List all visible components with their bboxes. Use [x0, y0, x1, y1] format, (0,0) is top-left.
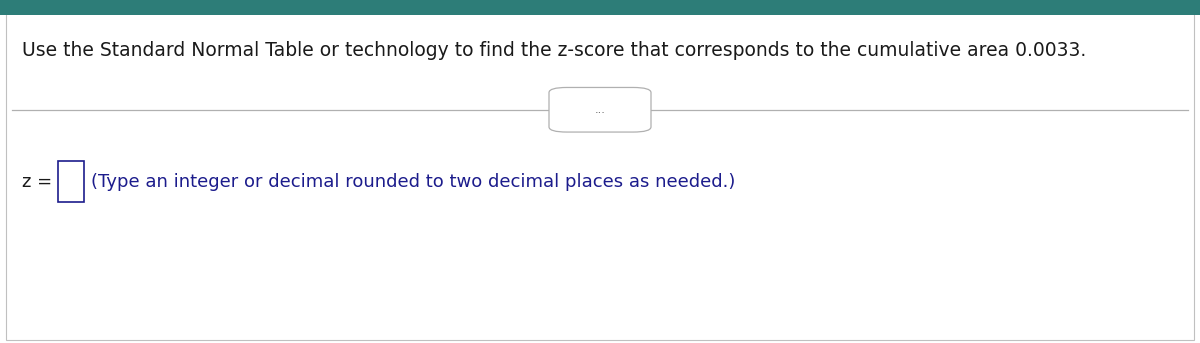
FancyBboxPatch shape [550, 87, 650, 132]
Text: Use the Standard Normal Table or technology to find the z-score that corresponds: Use the Standard Normal Table or technol… [22, 41, 1086, 60]
Text: z =: z = [22, 173, 52, 191]
FancyBboxPatch shape [0, 0, 1200, 15]
Text: ...: ... [594, 105, 606, 115]
Text: (Type an integer or decimal rounded to two decimal places as needed.): (Type an integer or decimal rounded to t… [91, 173, 736, 191]
FancyBboxPatch shape [58, 161, 84, 202]
